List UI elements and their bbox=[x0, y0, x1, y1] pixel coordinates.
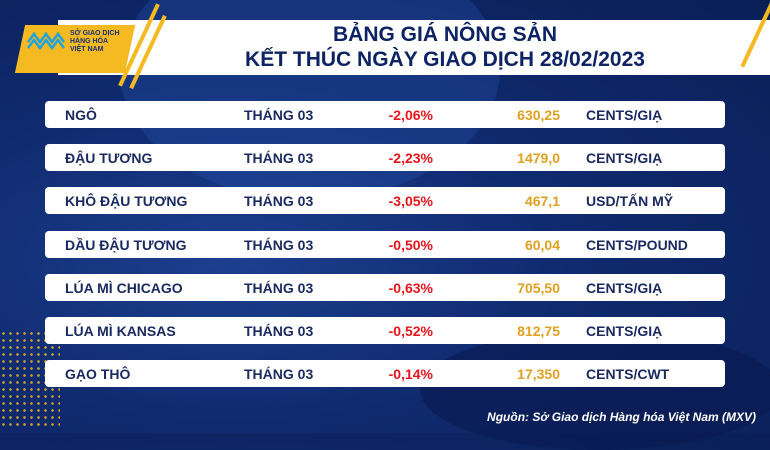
contract-month: THÁNG 03 bbox=[244, 107, 314, 123]
commodity-name: LÚA MÌ KANSAS bbox=[65, 323, 176, 339]
price-unit: CENTS/POUND bbox=[586, 236, 688, 253]
table-row: NGÔ THÁNG 03 -2,06% 630,25 CENTS/GIẠ bbox=[45, 101, 725, 128]
logo-text-line: SỞ GIAO DỊCH bbox=[70, 30, 120, 37]
contract-month: THÁNG 03 bbox=[244, 366, 314, 383]
contract-month: THÁNG 03 bbox=[244, 323, 314, 339]
commodity-name: KHÔ ĐẬU TƯƠNG bbox=[65, 193, 188, 210]
price-unit: CENTS/GIẠ bbox=[586, 107, 663, 123]
mxv-logo-icon bbox=[27, 31, 65, 51]
contract-month: THÁNG 03 bbox=[244, 193, 314, 210]
contract-month: THÁNG 03 bbox=[244, 279, 314, 296]
source-note: Nguồn: Sở Giao dịch Hàng hóa Việt Nam (M… bbox=[487, 410, 756, 424]
price-unit: CENTS/CWT bbox=[586, 366, 670, 383]
contract-month: THÁNG 03 bbox=[244, 150, 314, 167]
table-row: LÚA MÌ KANSAS THÁNG 03 -0,52% 812,75 CENTS/G… bbox=[45, 317, 725, 344]
logo-text-line: VIỆT NAM bbox=[70, 46, 104, 53]
table-row: DẦU ĐẬU TƯƠNG THÁNG 03 -0,50% 60,04 CENTS/PO… bbox=[45, 230, 725, 258]
table-row: KHÔ ĐẬU TƯƠNG THÁNG 03 -3,05% 467,1 USD/TẤN … bbox=[45, 187, 725, 215]
price-change: -0,14% bbox=[388, 366, 433, 383]
table-row: GẠO THÔ THÁNG 03 -0,14% 17,350 CENTS/CWT bbox=[45, 360, 725, 388]
price-change: -2,06% bbox=[388, 107, 433, 123]
price-value: 1479,0 bbox=[517, 150, 560, 167]
price-value: 812,75 bbox=[517, 323, 560, 339]
commodity-name: ĐẬU TƯƠNG bbox=[65, 150, 153, 167]
commodity-name: NGÔ bbox=[65, 107, 97, 123]
commodity-name: LÚA MÌ CHICAGO bbox=[65, 279, 183, 296]
price-value: 60,04 bbox=[524, 236, 560, 253]
contract-month: THÁNG 03 bbox=[244, 236, 314, 253]
price-change: -0,52% bbox=[388, 323, 433, 339]
page-title: BẢNG GIÁ NÔNG SẢN bbox=[332, 23, 557, 46]
price-change: -0,63% bbox=[388, 279, 433, 296]
logo-text-line: HÀNG HÓA bbox=[70, 38, 109, 45]
table-row: LÚA MÌ CHICAGO THÁNG 03 -0,63% 705,50 CENTS/… bbox=[45, 273, 725, 301]
price-value: 705,50 bbox=[517, 279, 560, 296]
price-value: 467,1 bbox=[524, 193, 560, 210]
price-unit: USD/TẤN MỸ bbox=[586, 193, 674, 210]
commodity-name: GẠO THÔ bbox=[65, 366, 131, 383]
price-value: 630,25 bbox=[517, 107, 560, 123]
price-unit: CENTS/GIẠ bbox=[586, 279, 663, 296]
logo: SỞ GIAO DỊCH HÀNG HÓA VIỆT NAM bbox=[26, 30, 120, 54]
price-change: -2,23% bbox=[388, 150, 433, 167]
price-change: -0,50% bbox=[388, 236, 433, 253]
table-row: ĐẬU TƯƠNG THÁNG 03 -2,23% 1479,0 CENTS/GIẠ bbox=[45, 144, 725, 172]
background-swirl bbox=[420, 330, 770, 450]
page-subtitle: KẾT THÚC NGÀY GIAO DỊCH 28/02/2023 bbox=[245, 48, 645, 71]
price-change: -3,05% bbox=[388, 193, 433, 210]
price-unit: CENTS/GIẠ bbox=[586, 323, 663, 339]
price-unit: CENTS/GIẠ bbox=[586, 150, 663, 167]
commodity-name: DẦU ĐẬU TƯƠNG bbox=[65, 236, 187, 253]
price-value: 17,350 bbox=[517, 366, 560, 383]
title-banner bbox=[58, 20, 770, 75]
